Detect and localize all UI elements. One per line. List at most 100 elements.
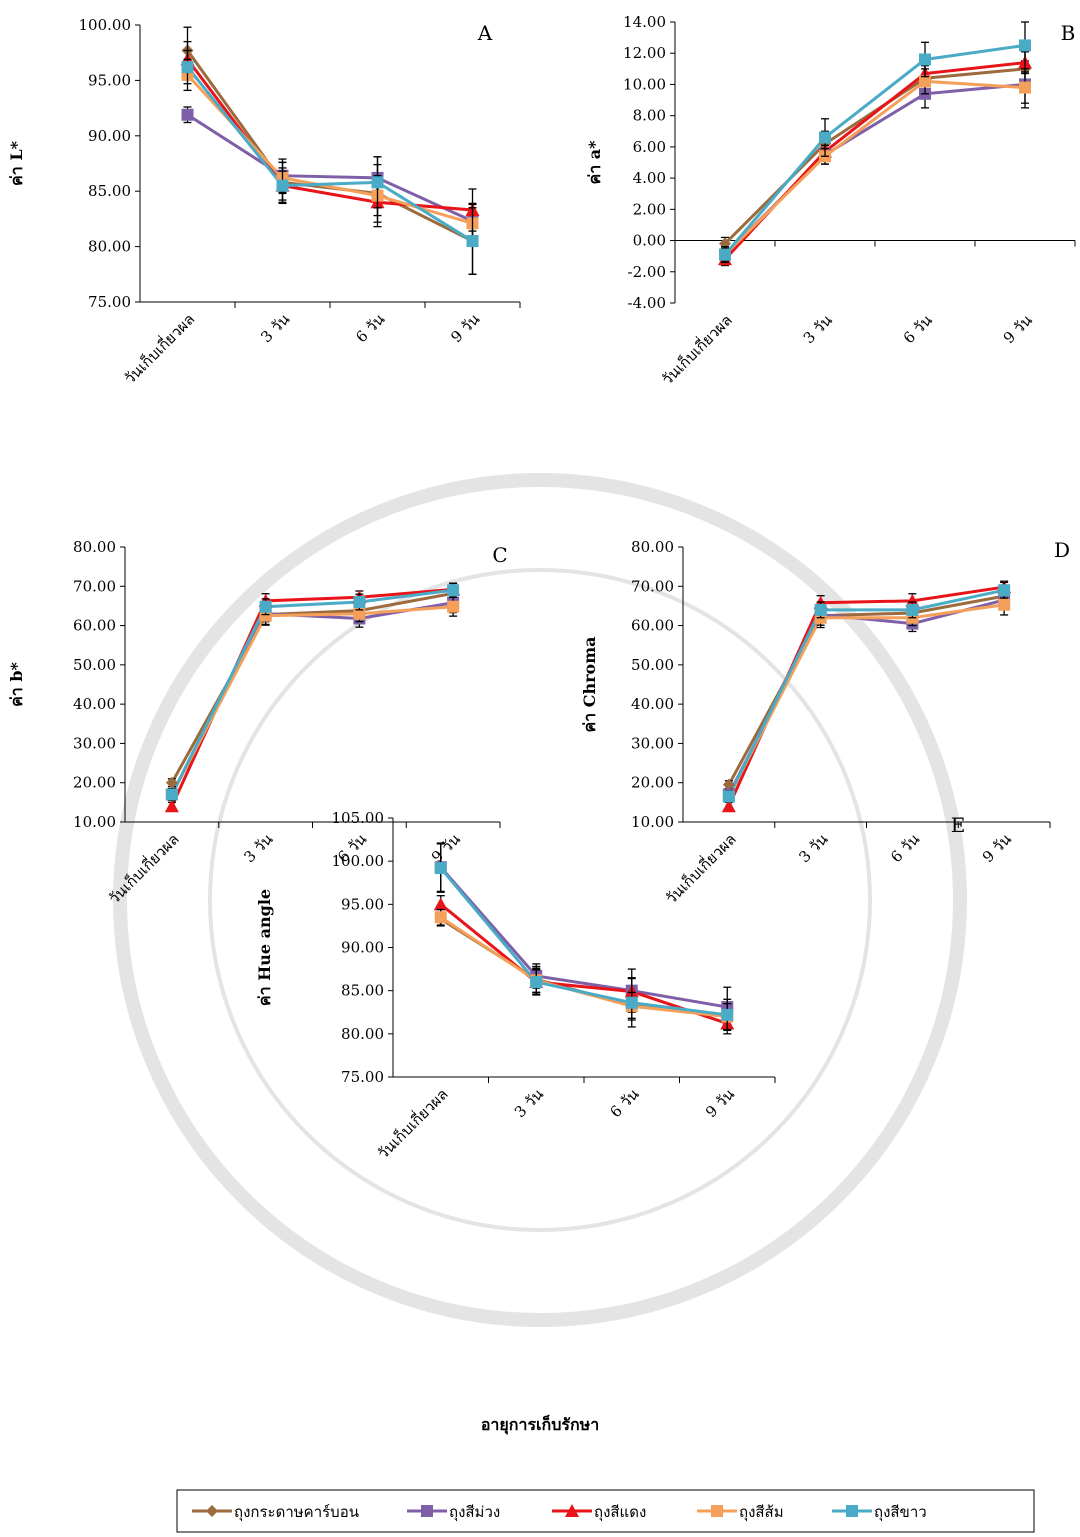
- y-tick-label: 80.00: [73, 538, 116, 556]
- x-tick-label: 3 วัน: [511, 1085, 547, 1121]
- marker: [721, 1008, 734, 1021]
- x-tick-label: 9 วัน: [702, 1085, 738, 1121]
- panel-label: A: [477, 21, 493, 45]
- y-tick-label: 90.00: [341, 939, 384, 957]
- marker: [814, 603, 827, 616]
- y-tick-label: 20.00: [631, 774, 674, 792]
- legend-label: ถุงสีส้ม: [739, 1503, 784, 1522]
- y-tick-label: 60.00: [73, 617, 116, 635]
- y-tick-label: -2.00: [628, 263, 666, 281]
- marker: [711, 1505, 723, 1517]
- x-tick-label: วันเก็บเกี่ยวผล: [661, 829, 740, 908]
- x-tick-label: 9 วัน: [1000, 311, 1036, 347]
- y-tick-label: 8.00: [633, 107, 666, 125]
- y-tick-label: 40.00: [631, 695, 674, 713]
- x-tick-label: 3 วัน: [795, 830, 831, 866]
- y-axis-title: ค่า b*: [7, 661, 26, 706]
- marker: [905, 593, 920, 607]
- y-tick-label: 30.00: [73, 734, 116, 752]
- y-tick-label: 60.00: [631, 617, 674, 635]
- y-axis-title: ค่า L*: [7, 140, 26, 186]
- marker: [819, 131, 831, 144]
- series-line: [723, 79, 1026, 256]
- y-tick-label: 85.00: [88, 182, 131, 200]
- series-line: [439, 916, 728, 1019]
- y-tick-label: 30.00: [631, 734, 674, 752]
- x-tick-label: 3 วัน: [240, 830, 276, 866]
- x-tick-label: 6 วัน: [900, 311, 936, 347]
- y-tick-label: 50.00: [631, 656, 674, 674]
- marker: [1019, 81, 1031, 94]
- marker: [998, 584, 1011, 597]
- x-tick-label: 9 วัน: [447, 310, 483, 346]
- y-tick-label: 80.00: [631, 538, 674, 556]
- y-tick-label: 95.00: [88, 71, 131, 89]
- marker: [719, 248, 731, 261]
- x-tick-label: วันเก็บเกี่ยวผล: [373, 1084, 452, 1163]
- marker: [447, 600, 460, 613]
- marker: [906, 603, 919, 616]
- y-tick-label: 75.00: [341, 1068, 384, 1086]
- y-tick-label: 14.00: [623, 13, 666, 31]
- y-axis-title: ค่า Chroma: [580, 636, 599, 732]
- legend-label: ถุงกระดาษคาร์บอน: [234, 1503, 359, 1522]
- marker: [165, 776, 178, 789]
- series-line: [723, 43, 1026, 256]
- series-line: [170, 605, 454, 796]
- marker: [447, 584, 460, 597]
- series-line: [723, 67, 1026, 245]
- y-tick-label: 12.00: [623, 44, 666, 62]
- x-tick-label: 9 วัน: [428, 830, 464, 866]
- marker: [722, 790, 735, 803]
- marker: [1019, 39, 1031, 52]
- y-tick-label: 80.00: [341, 1025, 384, 1043]
- panel-label: C: [492, 543, 507, 567]
- series-line: [186, 49, 474, 243]
- marker: [164, 799, 179, 813]
- legend-label: ถุงสีขาว: [874, 1503, 927, 1522]
- y-tick-label: 80.00: [88, 238, 131, 256]
- panel-label: D: [1054, 538, 1070, 562]
- x-tick-label: 3 วัน: [800, 311, 836, 347]
- y-axis-title: ค่า Hue angle: [255, 889, 274, 1006]
- marker: [165, 788, 178, 801]
- marker: [434, 862, 447, 875]
- y-tick-label: 85.00: [341, 982, 384, 1000]
- x-tick-label: 6 วัน: [607, 1085, 643, 1121]
- panel-label: B: [1061, 21, 1076, 45]
- series-line: [186, 58, 473, 212]
- marker: [433, 897, 448, 911]
- marker: [353, 607, 366, 620]
- series-line: [439, 867, 728, 1017]
- y-axis-title: ค่า a*: [585, 140, 604, 185]
- marker: [530, 976, 543, 989]
- series-line: [439, 917, 728, 1019]
- y-tick-label: 10.00: [631, 813, 674, 831]
- legend-box: [176, 1489, 1035, 1533]
- panel-label: E: [951, 813, 966, 837]
- series-line: [170, 591, 454, 784]
- marker: [206, 1505, 218, 1517]
- y-tick-label: 105.00: [332, 809, 385, 827]
- y-tick-label: 100.00: [79, 16, 132, 34]
- series-line: [439, 903, 728, 1025]
- marker: [181, 61, 194, 74]
- legend-label: ถุงสีม่วง: [449, 1503, 500, 1522]
- y-tick-label: 0.00: [633, 232, 666, 250]
- series-line: [170, 587, 454, 807]
- x-tick-label: 3 วัน: [257, 310, 293, 346]
- y-tick-label: 20.00: [73, 774, 116, 792]
- x-tick-label: วันเก็บเกี่ยวผล: [657, 310, 736, 389]
- marker: [259, 600, 272, 613]
- marker: [259, 609, 272, 622]
- watermark: [113, 473, 967, 1327]
- series-line: [727, 603, 1005, 798]
- y-tick-label: 70.00: [73, 577, 116, 595]
- marker: [421, 1505, 433, 1517]
- marker: [721, 799, 736, 813]
- y-tick-label: 70.00: [631, 577, 674, 595]
- y-tick-label: 6.00: [633, 138, 666, 156]
- marker: [434, 911, 447, 924]
